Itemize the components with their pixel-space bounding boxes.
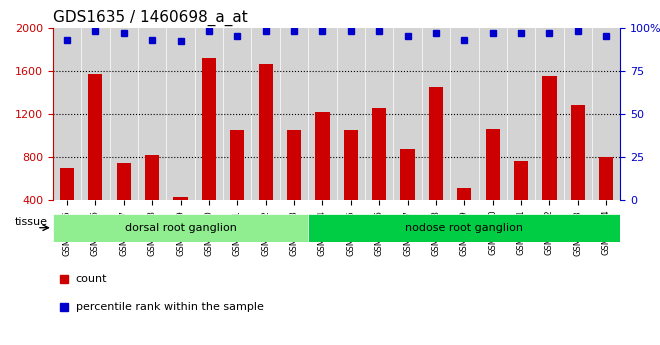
Bar	[514, 161, 528, 200]
Bar	[117, 163, 131, 200]
Bar	[174, 197, 187, 200]
Text: percentile rank within the sample: percentile rank within the sample	[75, 302, 263, 312]
Text: count: count	[75, 275, 107, 284]
Bar	[259, 64, 273, 200]
FancyBboxPatch shape	[53, 214, 308, 242]
Bar	[60, 168, 74, 200]
Bar	[287, 130, 301, 200]
Bar	[230, 130, 244, 200]
Bar	[599, 157, 613, 200]
Bar	[571, 105, 585, 200]
Bar	[372, 108, 386, 200]
Bar	[202, 58, 216, 200]
Bar	[543, 76, 556, 200]
Bar	[344, 130, 358, 200]
Bar	[429, 87, 443, 200]
Text: tissue: tissue	[15, 217, 48, 227]
Bar	[88, 74, 102, 200]
Bar	[486, 129, 500, 200]
Text: GDS1635 / 1460698_a_at: GDS1635 / 1460698_a_at	[53, 10, 248, 26]
Text: dorsal root ganglion: dorsal root ganglion	[125, 223, 236, 233]
Text: nodose root ganglion: nodose root ganglion	[405, 223, 523, 233]
Bar	[145, 155, 159, 200]
Bar	[457, 188, 471, 200]
Bar	[315, 112, 329, 200]
FancyBboxPatch shape	[308, 214, 620, 242]
Bar	[401, 149, 414, 200]
